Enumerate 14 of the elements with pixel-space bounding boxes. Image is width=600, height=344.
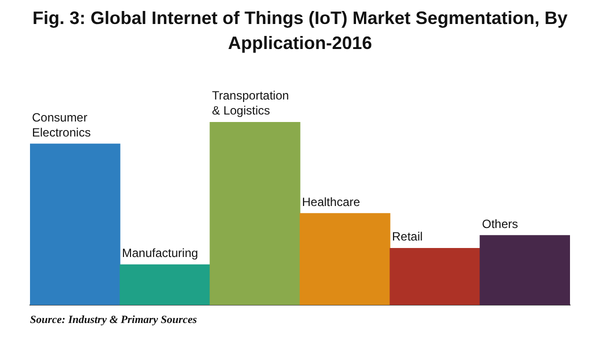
bar xyxy=(390,248,480,305)
x-tick-label: Others xyxy=(482,216,518,231)
bar xyxy=(30,144,120,305)
x-tick-label: Transportation & Logistics xyxy=(212,88,289,118)
x-tick-label: Consumer Electronics xyxy=(32,110,91,140)
x-tick-label: Healthcare xyxy=(302,194,360,209)
bar xyxy=(300,213,390,305)
bar xyxy=(210,122,300,305)
x-tick-label: Retail xyxy=(392,230,423,244)
source-note: Source: Industry & Primary Sources xyxy=(30,314,197,326)
bar xyxy=(480,235,570,305)
bar xyxy=(120,264,210,305)
chart-title: Fig. 3: Global Internet of Things (IoT) Market Segmentation, By Application-2016 xyxy=(31,7,569,55)
x-tick-label: Manufacturing xyxy=(122,246,198,260)
